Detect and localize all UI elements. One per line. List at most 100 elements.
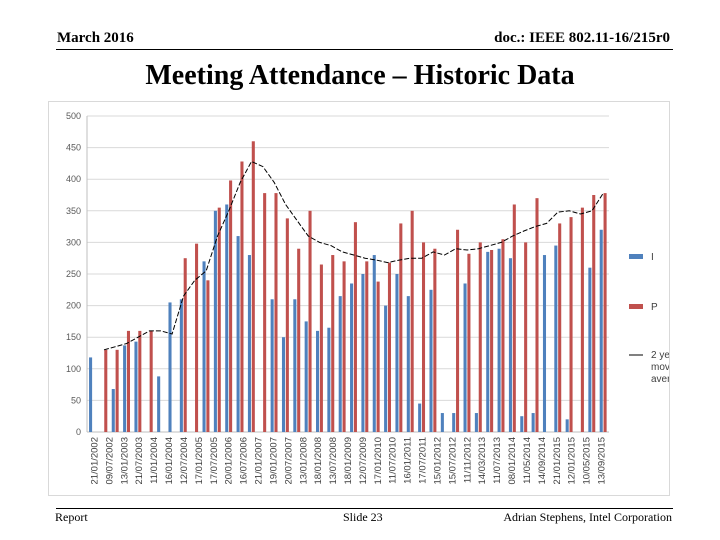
bar-I — [247, 255, 251, 432]
bar-I — [361, 274, 365, 432]
bar-P — [104, 349, 108, 432]
x-tick-label: 17/01/2010 — [373, 437, 384, 485]
bar-P — [558, 223, 562, 432]
bar-I — [281, 337, 286, 432]
x-tick-label: 11/01/2004 — [149, 437, 160, 484]
footer-report: Report — [55, 510, 88, 524]
y-tick-label: 100 — [66, 364, 81, 374]
header-divider — [56, 49, 673, 50]
bar-P — [240, 161, 244, 432]
y-tick-label: 250 — [66, 269, 81, 279]
bar-P — [229, 180, 233, 432]
bar-P — [535, 198, 539, 432]
x-tick-label: 21/01/2007 — [254, 437, 265, 485]
x-tick-label: 11/07/2013 — [492, 437, 503, 484]
x-tick-label: 09/07/2002 — [104, 437, 115, 485]
x-tick-label: 12/07/2009 — [358, 437, 369, 485]
x-tick-label: 17/07/2005 — [209, 437, 220, 485]
bar-I — [372, 255, 376, 432]
legend-swatch-P — [629, 304, 643, 309]
bar-P — [331, 255, 335, 432]
bar-I — [315, 330, 320, 432]
bar-I — [452, 413, 456, 432]
x-tick-label: 17/01/2005 — [194, 437, 205, 485]
bar-I — [293, 299, 297, 432]
x-tick-label: 16/01/2004 — [164, 437, 175, 485]
x-tick-label: 15/01/2012 — [432, 437, 443, 485]
bar-P — [263, 193, 267, 432]
bar-P — [308, 210, 312, 432]
bar-P — [195, 243, 199, 432]
bar-P — [183, 258, 187, 432]
bar-P — [456, 229, 460, 432]
x-tick-label: 13/09/2015 — [597, 437, 608, 485]
footer-slide-number: Slide 23 — [343, 510, 383, 524]
x-tick-label: 14/03/2013 — [477, 437, 488, 485]
x-tick-label: 19/01/2007 — [268, 437, 279, 485]
x-tick-label: 12/07/2004 — [179, 437, 190, 485]
header-doc-id: doc.: IEEE 802.11-16/215r0 — [494, 30, 670, 46]
bar-P — [274, 193, 278, 432]
bar-I — [350, 283, 354, 432]
bar-I — [463, 283, 467, 432]
x-tick-label: 18/01/2009 — [343, 437, 354, 485]
bar-I — [338, 296, 342, 432]
bar-P — [126, 330, 131, 432]
legend-label-I: I — [651, 252, 654, 263]
bar-P — [478, 242, 482, 432]
bar-P — [603, 193, 607, 432]
x-tick-label: 11/11/2012 — [462, 437, 473, 483]
x-tick-label: 11/05/2014 — [522, 437, 533, 484]
x-tick-label: 20/07/2007 — [283, 437, 294, 485]
bar-P — [399, 223, 403, 432]
x-tick-label: 18/01/2008 — [313, 437, 324, 485]
bar-I — [440, 413, 444, 432]
bar-I — [508, 258, 512, 432]
bar-P — [206, 280, 210, 432]
bar-I — [327, 327, 331, 432]
bar-I — [179, 299, 183, 432]
bar-I — [236, 236, 240, 432]
bar-I — [304, 321, 308, 432]
y-tick-label: 350 — [66, 206, 81, 216]
bar-P — [421, 242, 426, 432]
bar-P — [138, 330, 142, 432]
bar-I — [554, 245, 558, 432]
attendance-chart: 0 50 100 150 200 250 300 350 400 450 500 21/01/2002… — [66, 111, 669, 485]
bar-I — [270, 299, 274, 432]
y-tick-label: 150 — [66, 332, 81, 342]
chart-area: 0 50 100 150 200 250 300 350 400 450 500 21/01/2002… — [48, 101, 670, 496]
footer-divider — [56, 508, 673, 509]
y-tick-label: 50 — [71, 395, 81, 405]
x-tick-label: 16/07/2006 — [239, 437, 250, 485]
x-tick-label: 12/01/2015 — [567, 437, 578, 485]
bar-P — [319, 264, 323, 432]
x-tick-label: 21/07/2003 — [134, 437, 145, 485]
bar-P — [376, 281, 380, 432]
bar-I — [588, 267, 592, 432]
x-tick-label: 13/01/2008 — [298, 437, 309, 485]
bar-I — [89, 357, 93, 432]
bar-I — [520, 416, 524, 432]
bar-P — [342, 261, 346, 432]
bar-I — [123, 345, 127, 432]
bar-P — [217, 207, 221, 432]
bar-I — [213, 210, 217, 432]
bar-P — [410, 210, 414, 432]
bar-I — [406, 296, 410, 432]
x-tick-label: 17/07/2011 — [418, 437, 429, 484]
bar-P — [569, 217, 573, 432]
bar-P — [365, 261, 369, 432]
x-tick-label: 20/01/2006 — [224, 437, 235, 485]
bar-I — [486, 251, 490, 432]
bar-I — [474, 413, 478, 432]
legend-swatch-I — [629, 254, 643, 259]
y-tick-label: 200 — [66, 301, 81, 311]
x-tick-label: 13/07/2008 — [328, 437, 339, 485]
bar-I — [542, 255, 547, 432]
y-tick-label: 400 — [66, 174, 81, 184]
bar-P — [490, 249, 494, 432]
bar-I — [111, 389, 115, 432]
bar-I — [565, 419, 569, 432]
bar-P — [580, 207, 584, 432]
